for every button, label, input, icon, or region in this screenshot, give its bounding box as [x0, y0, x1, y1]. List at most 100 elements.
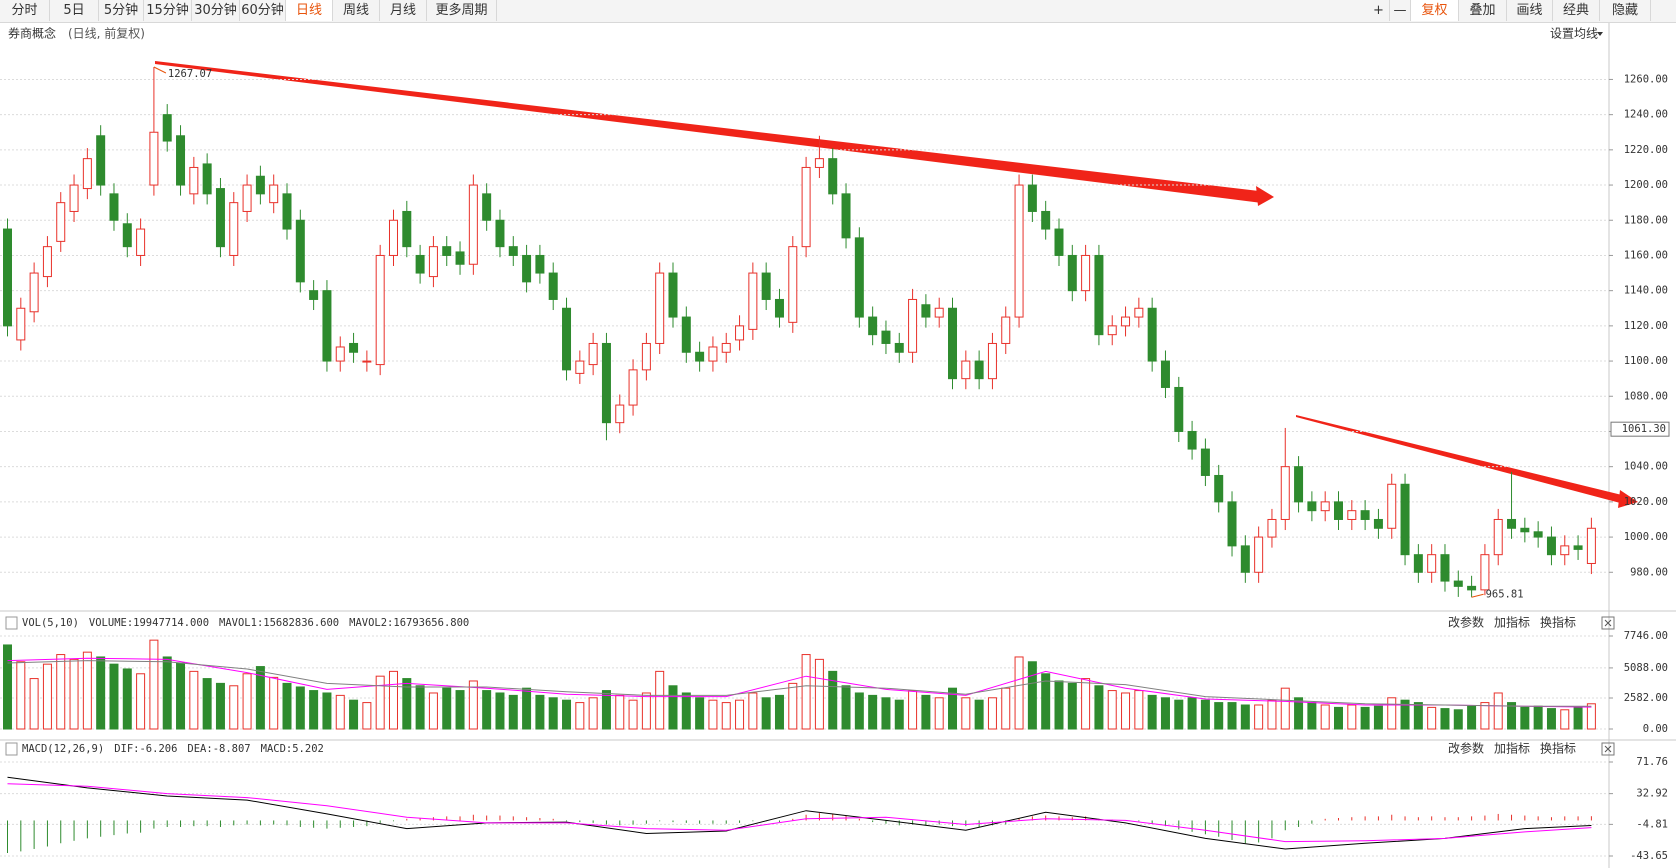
- toolbar-button[interactable]: 5日: [50, 0, 99, 21]
- volume-bar: [16, 661, 26, 730]
- toolbar-button[interactable]: 60分钟: [240, 0, 286, 21]
- candle-body: [1294, 466, 1304, 503]
- panel-button[interactable]: 换指标: [1540, 741, 1576, 756]
- candle-body: [1107, 325, 1117, 336]
- volume-bar: [1573, 706, 1583, 730]
- volume-bar: [428, 692, 438, 730]
- candle-body: [535, 254, 545, 274]
- y-tick-label: 1080.00: [1624, 390, 1668, 402]
- volume-bar: [1387, 697, 1397, 730]
- toolbar-button[interactable]: 月线: [380, 0, 427, 21]
- toolbar-button[interactable]: 复权: [1411, 0, 1459, 21]
- y-tick-label: 1100.00: [1624, 355, 1668, 367]
- y-tick-label: 2582.00: [1624, 692, 1668, 704]
- volume-bar: [522, 687, 532, 730]
- volume-bar: [242, 673, 252, 730]
- candle-body: [601, 342, 611, 424]
- candle-body: [16, 307, 26, 341]
- toolbar-button[interactable]: 经典: [1553, 0, 1600, 21]
- toolbar-button[interactable]: 隐藏: [1600, 0, 1651, 21]
- y-tick-label: 71.76: [1636, 756, 1668, 768]
- candle-body: [442, 246, 452, 256]
- candle-body: [1067, 254, 1077, 292]
- candle-body: [375, 254, 385, 366]
- volume-bar: [1320, 704, 1330, 730]
- candle-body: [1227, 501, 1237, 547]
- candle-body: [29, 272, 39, 313]
- volume-bar: [1427, 706, 1437, 730]
- volume-bar: [1360, 706, 1370, 730]
- candle-body: [495, 219, 505, 248]
- annotation-pointer: [1471, 593, 1484, 598]
- candle-body: [628, 369, 638, 406]
- volume-bar: [1373, 705, 1383, 730]
- panel-button[interactable]: 加指标: [1494, 615, 1530, 630]
- toolbar-button[interactable]: —: [1390, 0, 1411, 21]
- volume-bar: [282, 682, 292, 730]
- volume-bar: [1027, 661, 1037, 730]
- volume-bar: [1160, 697, 1170, 730]
- toolbar-button[interactable]: 5分钟: [99, 0, 144, 21]
- candle-body: [801, 166, 811, 248]
- toolbar-button[interactable]: +: [1368, 0, 1390, 21]
- volume-bar: [455, 690, 465, 730]
- toolbar-button[interactable]: 15分钟: [144, 0, 192, 21]
- volume-bar: [1267, 699, 1277, 730]
- candle-body: [1121, 316, 1131, 327]
- candle-body: [82, 158, 92, 190]
- ma-button[interactable]: 设置均线: [1550, 27, 1598, 41]
- candle-body: [695, 351, 705, 362]
- toolbar-button[interactable]: 叠加: [1459, 0, 1507, 21]
- candle-body: [1147, 307, 1157, 362]
- volume-bar: [1134, 690, 1144, 730]
- candle-body: [1160, 360, 1170, 388]
- candle-body: [508, 246, 518, 256]
- toolbar-button[interactable]: 日线: [286, 0, 333, 21]
- volume-bar: [215, 682, 225, 730]
- trend-arrow-head: [1256, 186, 1274, 206]
- volume-bar: [1533, 705, 1543, 730]
- volume-bar: [109, 663, 119, 730]
- indicator-line: [7, 660, 1592, 707]
- candle-body: [908, 298, 918, 353]
- volume-bar: [56, 654, 66, 730]
- toolbar-button[interactable]: 更多周期: [427, 0, 497, 21]
- volume-bar: [495, 692, 505, 730]
- volume-bar: [402, 678, 412, 730]
- candle-body: [215, 188, 225, 248]
- legend-label: DEA:-8.807: [187, 743, 250, 755]
- candle-body: [309, 290, 319, 300]
- legend-label: VOLUME:19947714.000: [89, 617, 209, 629]
- volume-bar: [974, 699, 984, 730]
- volume-bar: [269, 676, 279, 730]
- candle-body: [1041, 210, 1051, 230]
- candle-body: [721, 342, 731, 353]
- candle-body: [282, 193, 292, 230]
- candle-body: [1187, 430, 1197, 450]
- volume-bar: [841, 685, 851, 730]
- toolbar-button[interactable]: 30分钟: [192, 0, 240, 21]
- toolbar-button[interactable]: 画线: [1507, 0, 1553, 21]
- help-icon: [5, 616, 18, 630]
- toolbar-button[interactable]: 周线: [333, 0, 380, 21]
- close-icon: [1601, 742, 1615, 756]
- candle-body: [1467, 585, 1477, 591]
- volume-bar: [42, 663, 52, 730]
- legend-label: VOL(5,10): [22, 617, 79, 629]
- last-price-box: [1610, 421, 1670, 437]
- panel-button[interactable]: 改参数: [1448, 741, 1484, 756]
- volume-bar: [1121, 692, 1131, 730]
- y-tick-label: 5088.00: [1624, 662, 1668, 674]
- candle-body: [681, 316, 691, 353]
- candle-body: [1240, 545, 1250, 573]
- volume-bar: [482, 690, 492, 730]
- volume-bar: [1453, 709, 1463, 730]
- volume-bar: [695, 697, 705, 730]
- panel-button[interactable]: 加指标: [1494, 741, 1530, 756]
- candle-body: [468, 184, 478, 265]
- candle-body: [1334, 501, 1343, 520]
- toolbar-button[interactable]: 分时: [0, 0, 50, 21]
- panel-button[interactable]: 换指标: [1540, 615, 1576, 630]
- indicator-line: [7, 657, 1592, 708]
- panel-button[interactable]: 改参数: [1448, 615, 1484, 630]
